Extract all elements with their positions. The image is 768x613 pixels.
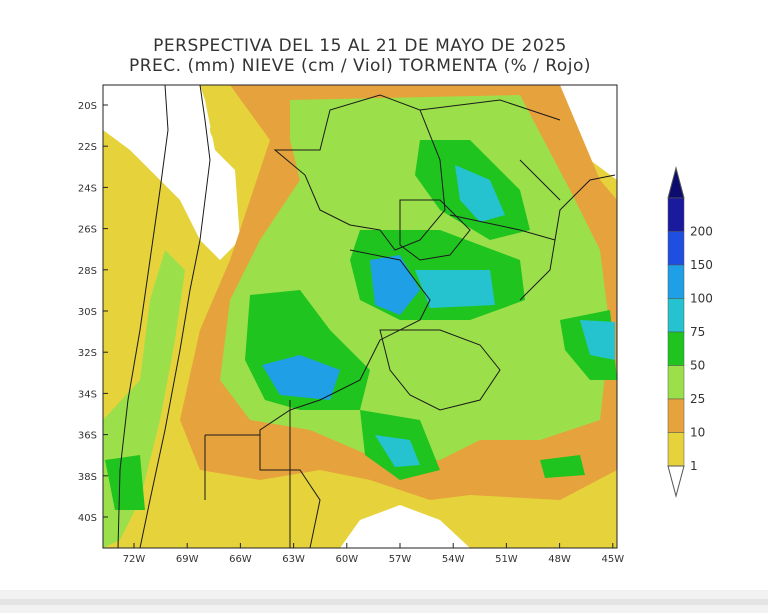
colorbar-label: 150 bbox=[690, 258, 713, 272]
lon-tick-label: 48W bbox=[548, 554, 571, 565]
lat-tick-label: 26S bbox=[78, 225, 97, 236]
colorbar-label: 50 bbox=[690, 359, 705, 373]
map-title-line-1: PERSPECTIVA DEL 15 AL 21 DE MAYO DE 2025 bbox=[153, 36, 567, 56]
lat-tick-label: 40S bbox=[78, 513, 97, 524]
map-frame bbox=[102, 84, 618, 549]
colorbar-segment bbox=[667, 197, 685, 232]
lat-tick-label: 20S bbox=[78, 101, 97, 112]
lat-tick-label: 34S bbox=[78, 389, 97, 400]
colorbar-label: 1 bbox=[690, 459, 698, 473]
colorbar-segment bbox=[667, 398, 685, 433]
lon-tick-label: 63W bbox=[282, 554, 305, 565]
lat-tick-label: 28S bbox=[78, 266, 97, 277]
lon-tick-label: 72W bbox=[123, 554, 146, 565]
colorbar-label: 25 bbox=[690, 392, 705, 406]
colorbar-segment bbox=[667, 331, 685, 366]
lon-tick-label: 69W bbox=[176, 554, 199, 565]
lat-tick-label: 30S bbox=[78, 307, 97, 318]
latitude-axis: 20S 22S 24S 26S 28S 30S 32S 34S 36S 38S 40S bbox=[78, 101, 108, 524]
lat-tick-label: 38S bbox=[78, 472, 97, 483]
lon-tick-label: 45W bbox=[601, 554, 624, 565]
lat-tick-label: 22S bbox=[78, 142, 97, 153]
lat-tick-label: 36S bbox=[78, 431, 97, 442]
colorbar-top-arrow bbox=[667, 166, 685, 199]
colorbar-bottom-arrow bbox=[667, 465, 685, 498]
lon-tick-label: 66W bbox=[229, 554, 252, 565]
colorbar-segment bbox=[667, 264, 685, 299]
lat-tick-label: 24S bbox=[78, 183, 97, 194]
colorbar-segment bbox=[667, 298, 685, 333]
colorbar-label: 200 bbox=[690, 225, 713, 239]
colorbar-label: 10 bbox=[690, 426, 705, 440]
precipitation-field bbox=[103, 85, 617, 548]
lon-tick-label: 51W bbox=[495, 554, 518, 565]
watermark-strip bbox=[0, 590, 768, 613]
colorbar-segment bbox=[667, 365, 685, 400]
lon-tick-label: 60W bbox=[335, 554, 358, 565]
lon-tick-label: 57W bbox=[389, 554, 412, 565]
colorbar-segment bbox=[667, 432, 685, 467]
colorbar-segment bbox=[667, 231, 685, 266]
colorbar: 200 150 100 75 50 25 10 1 bbox=[667, 166, 713, 498]
longitude-axis: 72W 69W 66W 63W 60W 57W 54W 51W 48W 45W bbox=[123, 543, 624, 565]
colorbar-label: 75 bbox=[690, 325, 705, 339]
colorbar-label: 100 bbox=[690, 292, 713, 306]
map-title-line-2: PREC. (mm) NIEVE (cm / Viol) TORMENTA (%… bbox=[128, 56, 592, 76]
lat-tick-label: 32S bbox=[78, 348, 97, 359]
lon-tick-label: 54W bbox=[442, 554, 465, 565]
